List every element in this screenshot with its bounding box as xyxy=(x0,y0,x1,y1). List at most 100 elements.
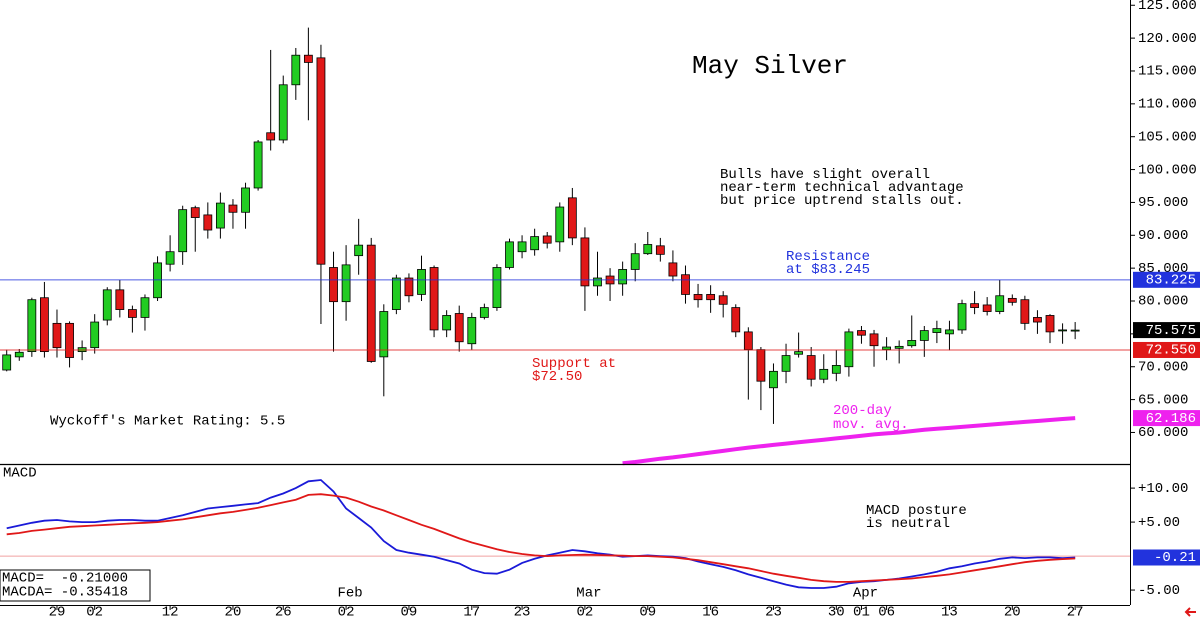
price-badge xyxy=(1133,341,1200,358)
x-tick-label: 06 xyxy=(878,605,895,619)
chart-title: May Silver xyxy=(692,51,848,81)
candle-body xyxy=(178,209,188,253)
candle-body xyxy=(203,214,213,231)
y-tick-label: 65.000 xyxy=(1138,392,1188,408)
month-label: Apr xyxy=(853,586,878,602)
x-tick-label: 20 xyxy=(1004,605,1021,619)
candle-body xyxy=(668,262,678,277)
x-tick-label: 23 xyxy=(765,605,782,619)
y-tick-label: 105.000 xyxy=(1138,129,1197,145)
price-badge-label: -0.21 xyxy=(1154,550,1196,566)
annotation: Bulls have slight overall near-term tech… xyxy=(720,167,972,209)
candle-body xyxy=(52,322,62,349)
candle-body xyxy=(655,245,665,255)
candle-body xyxy=(454,313,464,343)
candle-body xyxy=(567,197,577,239)
candle-body xyxy=(467,317,477,345)
candle-body xyxy=(756,349,766,382)
annotation-line: at $83.245 xyxy=(786,262,870,278)
candle-body xyxy=(542,235,552,244)
y-tick-label: 90.000 xyxy=(1138,228,1188,244)
panel-label: MACD xyxy=(3,466,37,482)
x-tick-label: 02 xyxy=(338,605,355,619)
x-tick-label: 17 xyxy=(463,605,480,619)
y-tick-label: 110.000 xyxy=(1138,97,1197,113)
candle-body xyxy=(932,328,942,333)
candle-body xyxy=(681,274,690,295)
y-tick-label: 70.000 xyxy=(1138,359,1188,375)
candle-body xyxy=(982,304,992,312)
candle-body xyxy=(492,267,502,308)
x-tick-label: 23 xyxy=(514,605,531,619)
price-badge-label: 83.225 xyxy=(1146,273,1196,289)
candle-body xyxy=(718,295,728,305)
candle-body xyxy=(215,202,225,229)
candle-body xyxy=(379,311,389,358)
price-badge xyxy=(1133,549,1200,566)
macd-line xyxy=(6,493,1076,583)
candle-body xyxy=(404,277,414,297)
candle-body xyxy=(65,322,74,358)
candle-body xyxy=(957,303,967,331)
candle-body xyxy=(743,331,753,351)
candle-body xyxy=(844,331,854,368)
candle-body xyxy=(442,315,452,331)
price-badge xyxy=(1133,271,1200,288)
annotation-line: MACD posture xyxy=(866,503,967,519)
x-tick-label: 26 xyxy=(275,605,292,619)
readout-box xyxy=(0,569,151,602)
annotation-line: but price uptrend stalls out. xyxy=(720,193,964,209)
candle-body xyxy=(505,241,514,268)
candle-body xyxy=(40,297,49,353)
candle-body xyxy=(781,355,791,372)
x-tick-label: 16 xyxy=(702,605,719,619)
price-badge-label: 72.550 xyxy=(1146,343,1196,359)
candle-body xyxy=(102,289,112,321)
candle-body xyxy=(630,253,640,270)
candle-body xyxy=(1033,317,1042,323)
candle-body xyxy=(919,330,929,341)
candle-body xyxy=(1007,297,1017,303)
x-tick-label: 01 xyxy=(853,605,870,619)
candle-body xyxy=(769,370,778,389)
candle-body xyxy=(593,277,602,287)
x-tick-label: 20 xyxy=(225,605,242,619)
annotation-line: Support at xyxy=(532,356,616,372)
candle-body xyxy=(329,267,338,303)
y-tick-label: 80.000 xyxy=(1138,294,1188,310)
y-tick-label: +5.00 xyxy=(1138,515,1180,531)
candle-body xyxy=(831,365,841,374)
candle-body xyxy=(90,321,100,349)
readout: MACDA= -0.35418 xyxy=(2,585,128,601)
annotation-line: Bulls have slight overall xyxy=(720,167,930,183)
candle-body xyxy=(618,269,628,285)
x-tick-label: 30 xyxy=(828,605,845,619)
candle-body xyxy=(857,330,866,336)
annotation-line: near-term technical advantage xyxy=(720,180,964,196)
candle-body xyxy=(2,354,12,371)
x-tick-label: 02 xyxy=(577,605,594,619)
annotation: 200-day mov. avg. xyxy=(833,403,909,433)
candle-body xyxy=(945,329,954,335)
candle-body xyxy=(643,244,653,255)
candle-body xyxy=(819,368,829,380)
x-tick-label: 09 xyxy=(401,605,418,619)
candle-body xyxy=(391,277,401,310)
candle-body xyxy=(27,299,37,353)
x-tick-label: 12 xyxy=(162,605,179,619)
candle-body xyxy=(165,251,175,265)
price-badge xyxy=(1133,322,1200,339)
annotation-line: $72.50 xyxy=(532,369,582,385)
candle-body xyxy=(291,54,301,86)
x-tick-label: 27 xyxy=(1067,605,1084,619)
candle-body xyxy=(316,57,326,265)
candle-body xyxy=(228,204,238,213)
candle-body xyxy=(140,297,150,318)
candle-body xyxy=(1045,315,1055,333)
candle-body xyxy=(794,351,804,355)
candle-body xyxy=(366,244,376,362)
annotation: MACD posture is neutral xyxy=(866,503,975,532)
